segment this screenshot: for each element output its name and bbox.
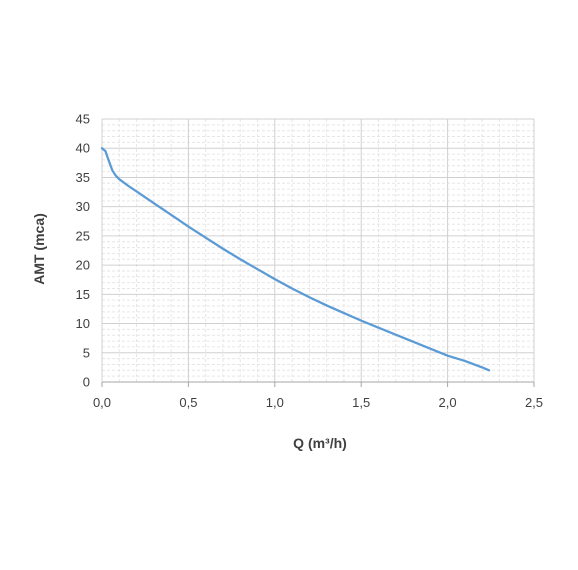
x-tick-label: 1,5	[352, 395, 370, 410]
y-tick-label: 40	[76, 141, 90, 156]
y-tick-label: 15	[76, 287, 90, 302]
x-axis-title: Q (m³/h)	[293, 435, 347, 451]
y-tick-label: 10	[76, 316, 90, 331]
y-tick-label: 20	[76, 258, 90, 273]
label-layer: Q (m³/h) AMT (mca) 0 5 10 15 20 25 30 35 40 45 0,0…	[31, 112, 543, 452]
y-tick-label: 30	[76, 199, 90, 214]
x-tick-label: 2,5	[525, 395, 543, 410]
y-tick-label: 25	[76, 228, 90, 243]
x-tick-label: 1,0	[266, 395, 284, 410]
y-axis-title: AMT (mca)	[31, 213, 47, 285]
y-tick-label: 5	[83, 345, 90, 360]
y-tick-label: 0	[83, 375, 90, 390]
y-tick-label: 35	[76, 170, 90, 185]
y-tick-label: 45	[76, 112, 90, 127]
x-tick-label: 2,0	[439, 395, 457, 410]
x-tick-label: 0,0	[93, 395, 111, 410]
series-layer	[100, 147, 491, 372]
x-tick-label: 0,5	[179, 395, 197, 410]
axis-layer	[101, 119, 535, 387]
grid-layer	[101, 118, 535, 383]
series-line-1	[100, 147, 491, 372]
